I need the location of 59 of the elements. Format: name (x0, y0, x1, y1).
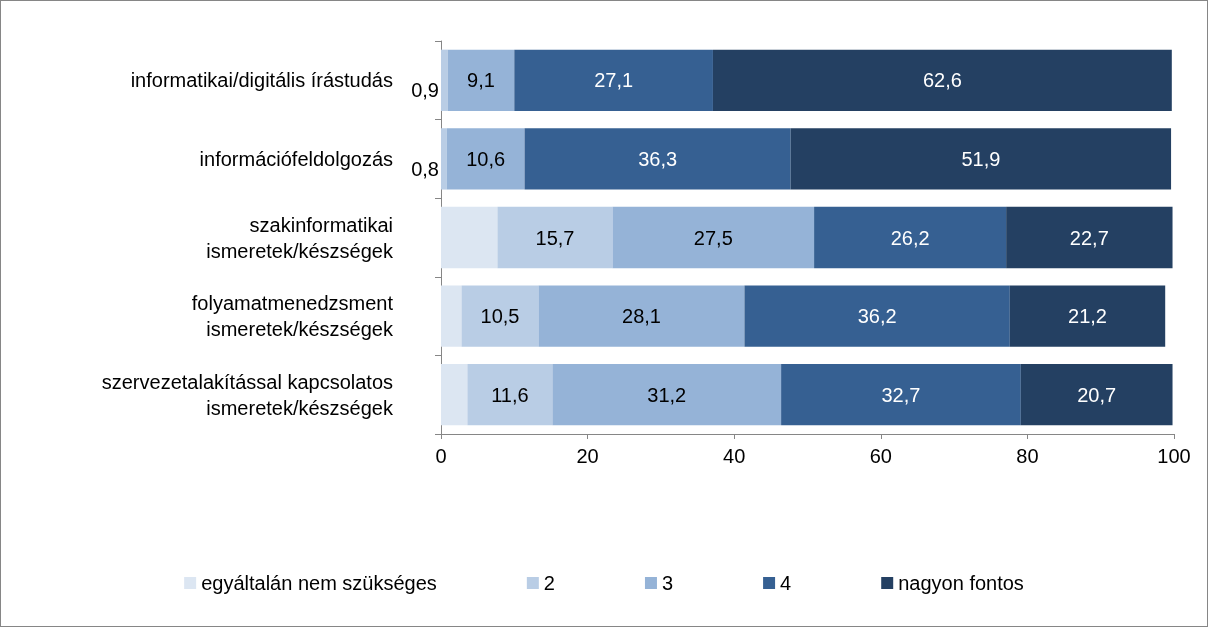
bar (552, 364, 782, 426)
bar (441, 364, 468, 426)
y-tick-label: informatikai/digitális írástudás (130, 69, 393, 92)
data-label: 27,1 (594, 69, 634, 92)
data-label: 10,6 (466, 147, 506, 170)
x-tick-label: 20 (576, 445, 599, 467)
bar (441, 285, 462, 347)
bar (441, 128, 447, 190)
data-label: 21,2 (1068, 305, 1107, 328)
data-label: 0,8 (411, 157, 439, 180)
y-tick-label: információfeldolgozás (199, 147, 393, 170)
legend-label: 4 (780, 572, 792, 594)
data-label: 22,7 (1069, 226, 1109, 249)
bar (1006, 206, 1173, 269)
data-label: 51,9 (961, 147, 1001, 170)
data-label: 36,3 (638, 147, 678, 170)
data-label: 36,2 (857, 305, 897, 328)
data-label: 62,6 (922, 69, 962, 92)
data-label: 26,2 (890, 226, 930, 249)
bar (514, 49, 713, 111)
bar (612, 206, 815, 269)
bar (524, 128, 791, 190)
legend-label: 3 (661, 572, 674, 594)
x-tick-label: 40 (723, 445, 746, 467)
bar (790, 128, 1172, 190)
x-tick-label: 100 (1157, 445, 1191, 467)
bar (1020, 364, 1173, 426)
y-tick-label: folyamatmenedzsment ismeretek/készségek (191, 292, 394, 341)
data-label: 11,6 (491, 383, 529, 406)
legend-label: 2 (543, 572, 555, 594)
data-label: 0,9 (411, 79, 439, 102)
bar (441, 49, 448, 111)
x-tick-label: 0 (435, 445, 447, 467)
bar (446, 128, 525, 190)
bar (461, 285, 539, 347)
bar (538, 285, 745, 347)
bar (497, 206, 613, 269)
data-label: 15,7 (535, 226, 575, 249)
x-tick-label: 80 (1016, 445, 1039, 467)
data-label: 27,5 (693, 226, 733, 249)
data-label: 31,2 (647, 383, 687, 406)
data-label: 32,7 (881, 383, 921, 406)
y-tick-label: szervezetalakítással kapcsolatos ismeretek/készségek (101, 370, 394, 419)
bar (744, 285, 1010, 347)
legend-label: egyáltalán nem szükséges (201, 572, 437, 594)
bar (814, 206, 1007, 269)
data-label: 9,1 (467, 69, 495, 92)
data-label: 20,7 (1077, 383, 1117, 406)
legend-label: nagyon fontos (898, 572, 1024, 594)
bar (1009, 285, 1166, 347)
bar (447, 49, 515, 111)
bar (467, 364, 553, 426)
bar (441, 206, 498, 269)
bar (712, 49, 1172, 111)
y-tick-label: szakinformatikai ismeretek/készségek (206, 213, 394, 262)
data-label: 28,1 (622, 305, 661, 328)
data-label: 10,5 (480, 305, 520, 328)
bar (781, 364, 1021, 426)
x-tick-label: 60 (869, 445, 892, 467)
